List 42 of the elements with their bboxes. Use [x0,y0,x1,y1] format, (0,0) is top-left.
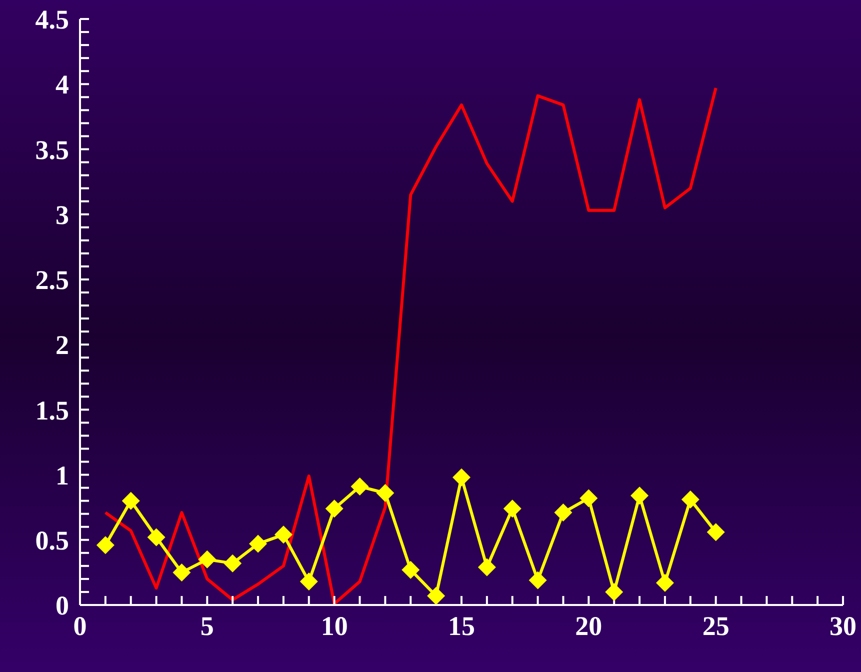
point [122,492,140,510]
point [528,571,547,590]
y-tick-label: 1 [56,460,69,490]
point [630,486,649,505]
y-tick-label: 0 [56,590,69,621]
point [605,582,624,601]
x-tick-label: 15 [448,611,475,642]
y-tick-label: 0.5 [35,525,69,556]
point [681,490,700,509]
point [147,528,166,546]
point [96,536,114,554]
x-tick-label: 10 [320,611,348,642]
point [580,489,598,508]
point [224,554,242,572]
point [503,500,522,518]
point [402,560,420,579]
y-tick-label: 3 [56,200,69,230]
y-tick-label: 3.5 [35,134,69,165]
point [274,526,292,544]
point [350,478,369,496]
point [706,523,725,542]
x-tick-label: 5 [200,611,214,642]
y-tick-label: 2 [56,330,69,360]
point [478,558,496,576]
point [249,534,268,553]
line-series [104,86,718,605]
point [427,586,446,605]
point [325,500,344,518]
point [554,504,572,522]
y-tick-label: 2.5 [35,265,69,296]
point [198,550,216,568]
y-tick-label: 1.5 [35,395,69,426]
x-tick-label: 25 [702,611,730,642]
point [452,468,470,486]
point [172,563,191,582]
y-tick-label: 4 [56,70,69,100]
y-tick-label: 4.5 [35,4,69,35]
point [300,572,318,591]
point [376,484,394,502]
point [656,574,674,592]
x-tick-label: 30 [830,611,856,642]
x-tick-label: 20 [575,611,602,642]
